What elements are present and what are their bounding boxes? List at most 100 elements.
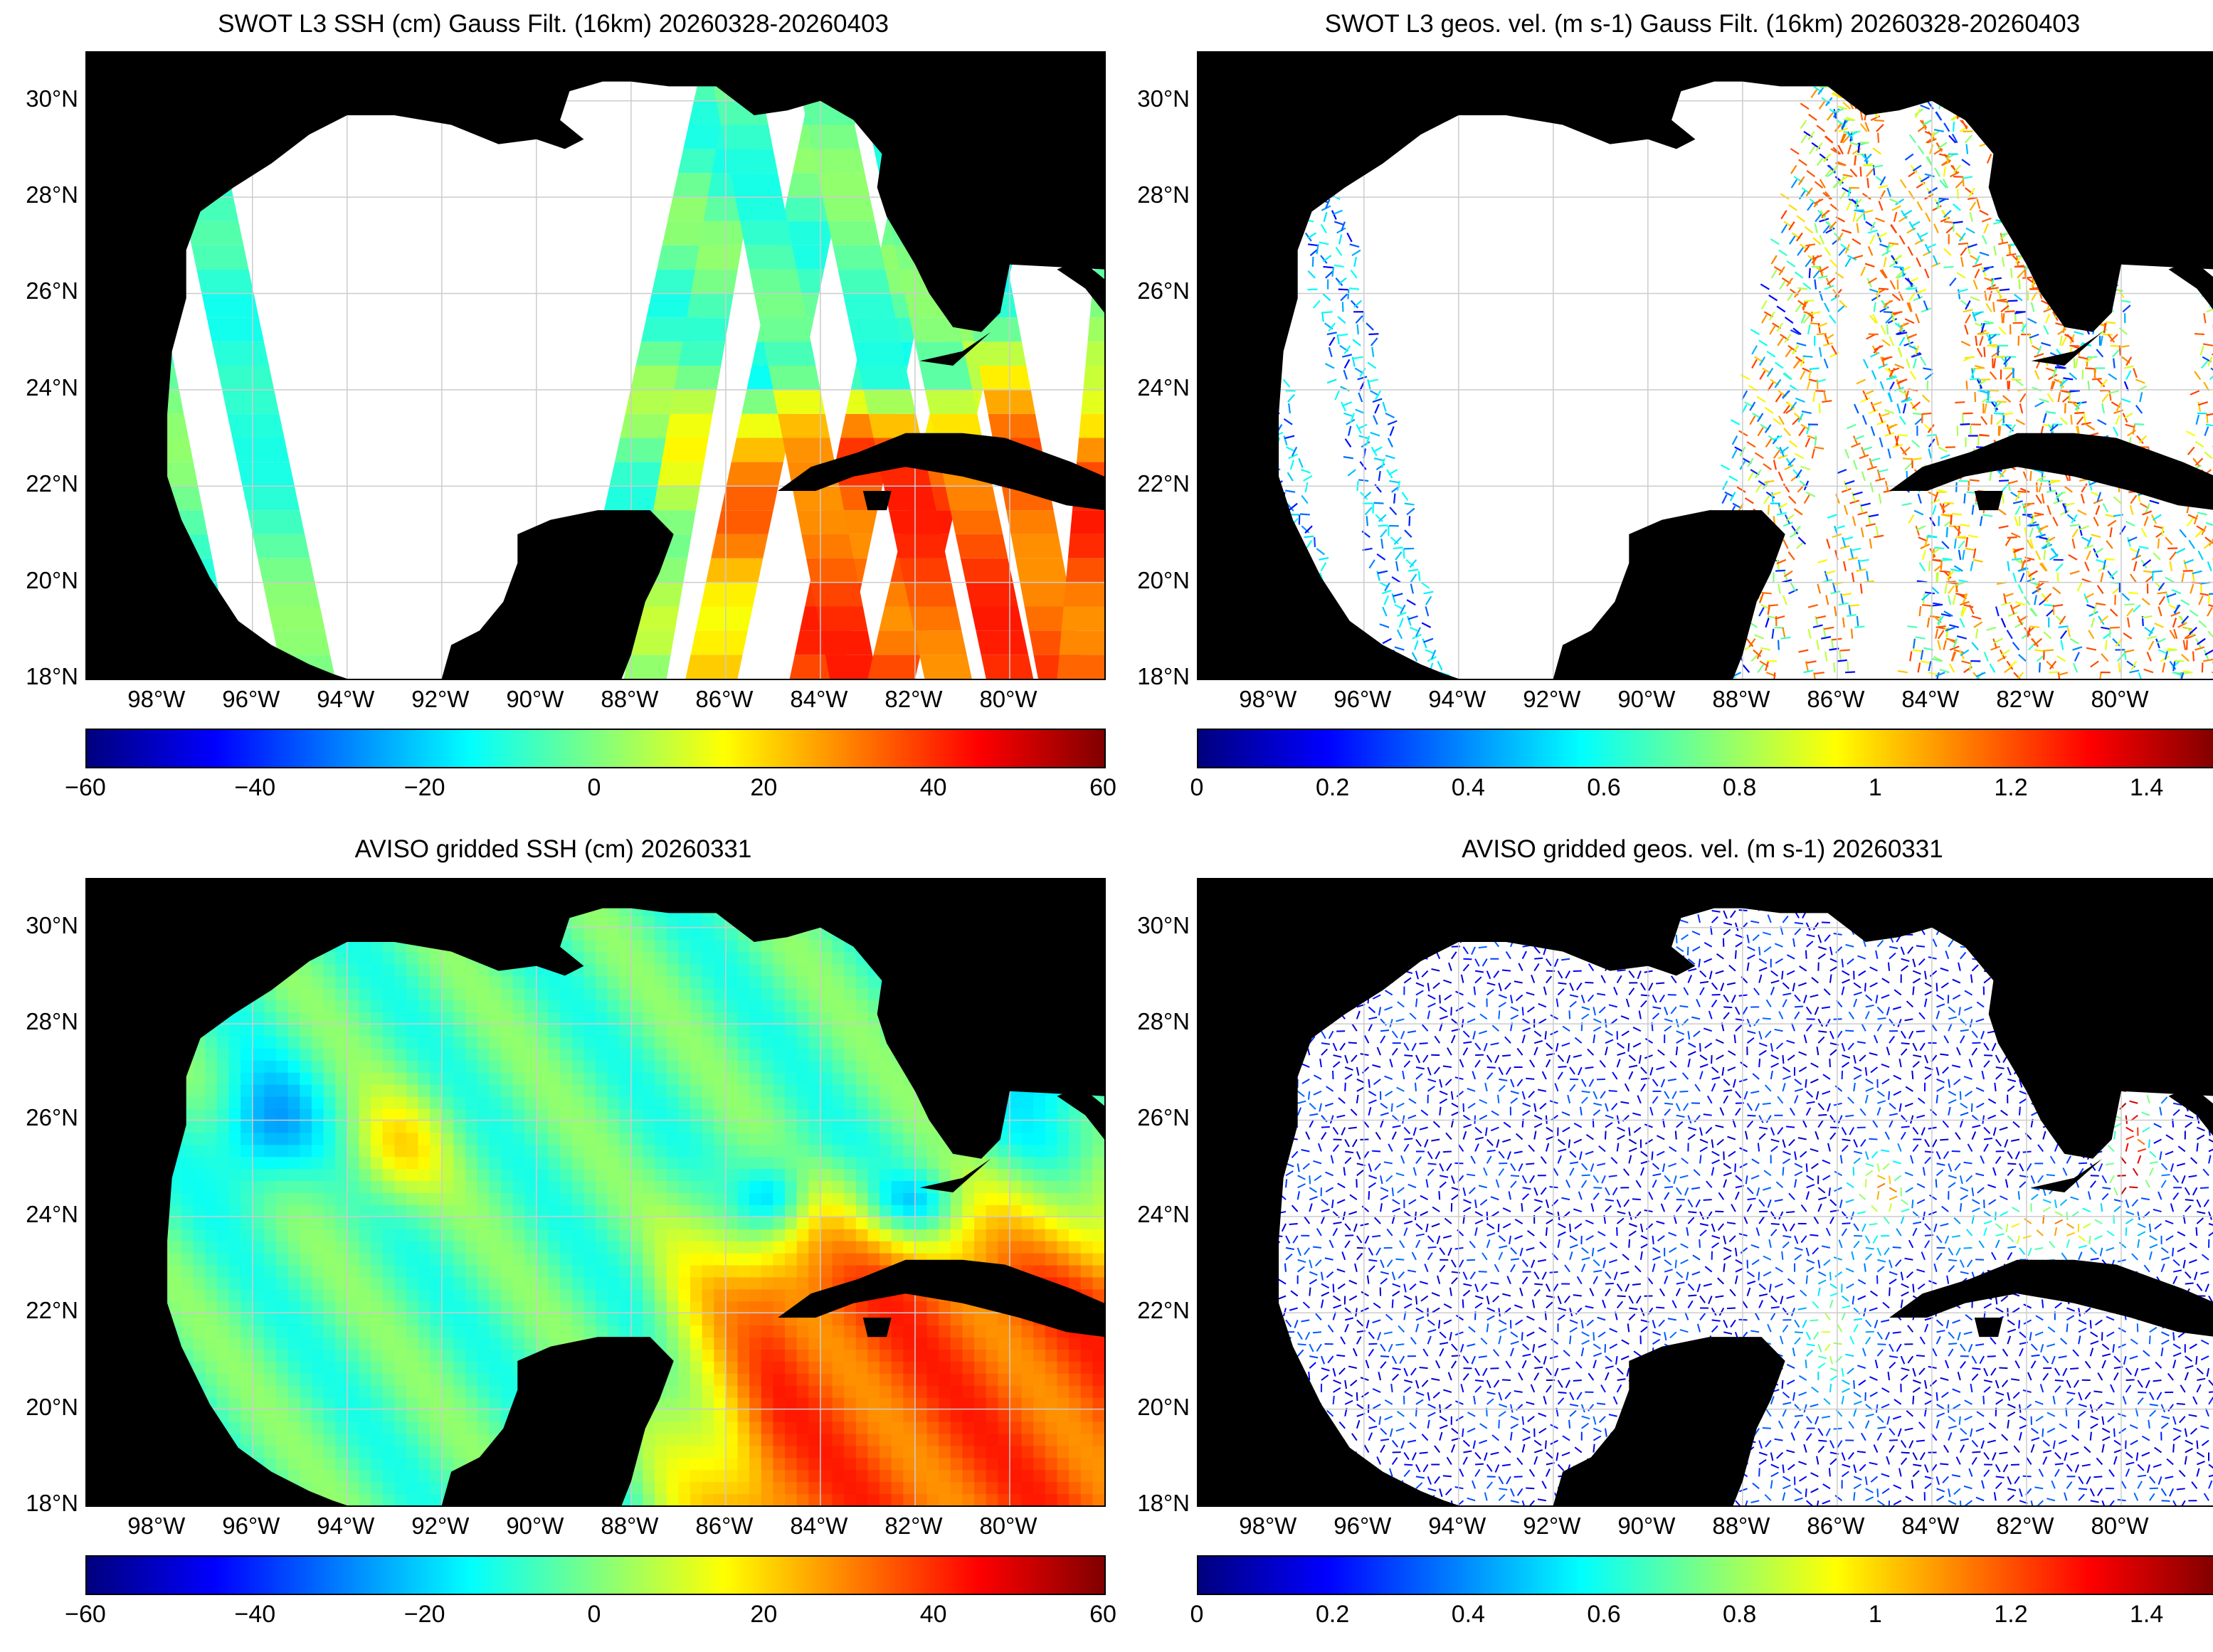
velocity-arrow bbox=[2162, 662, 2166, 673]
velocity-arrow bbox=[1876, 289, 1880, 300]
velocity-arrow bbox=[1929, 548, 1936, 558]
grid-ssh-cell bbox=[323, 1288, 337, 1302]
velocity-arrow bbox=[1877, 232, 1888, 238]
velocity-arrow bbox=[1982, 514, 1993, 517]
velocity-arrow bbox=[2134, 423, 2145, 425]
grid-ssh-cell bbox=[335, 1108, 348, 1121]
velocity-arrow bbox=[1993, 637, 2004, 644]
velocity-arrow bbox=[1284, 435, 1295, 440]
velocity-arrow bbox=[2019, 573, 2025, 583]
velocity-arrow bbox=[1993, 401, 2002, 410]
grid-ssh-cell bbox=[311, 1433, 324, 1446]
velocity-arrow bbox=[2183, 559, 2187, 570]
velocity-arrow bbox=[1852, 435, 1859, 445]
grid-ssh-cell bbox=[181, 1264, 194, 1278]
grid-ssh-cell bbox=[311, 1301, 324, 1314]
grid-ssh-cell bbox=[228, 1384, 242, 1398]
velocity-arrow bbox=[1814, 198, 1824, 205]
velocity-arrow bbox=[2007, 480, 2018, 485]
velocity-arrow bbox=[2017, 584, 2024, 594]
grid-ssh-cell bbox=[359, 1168, 372, 1182]
velocity-arrow bbox=[1995, 356, 2006, 358]
velocity-arrow bbox=[1391, 593, 1396, 604]
grid-ssh-cell bbox=[371, 1493, 384, 1505]
grid-ssh-cell bbox=[300, 1360, 312, 1374]
velocity-arrow bbox=[1788, 203, 1797, 211]
velocity-arrow bbox=[1285, 489, 1296, 493]
velocity-arrow bbox=[1798, 649, 1809, 653]
velocity-arrow bbox=[1870, 425, 1876, 436]
grid-ssh-cell bbox=[205, 1384, 218, 1398]
grid-ssh-cell bbox=[371, 1397, 384, 1410]
grid-ssh-cell bbox=[241, 1337, 253, 1350]
velocity-arrow bbox=[1972, 558, 1983, 563]
grid-ssh-cell bbox=[347, 1493, 360, 1505]
velocity-arrow bbox=[1847, 613, 1857, 618]
velocity-arrow bbox=[2139, 392, 2143, 403]
grid-ssh-cell bbox=[252, 1000, 265, 1013]
velocity-arrow bbox=[2100, 572, 2104, 583]
grid-ssh-cell bbox=[228, 1204, 242, 1217]
swath-ssh-cell bbox=[1057, 655, 1104, 679]
grid-ssh-cell bbox=[193, 1276, 206, 1290]
grid-ssh-cell bbox=[216, 1168, 230, 1182]
grid-ssh-cell bbox=[241, 1059, 253, 1073]
grid-ssh-cell bbox=[287, 1360, 301, 1374]
velocity-arrow bbox=[1770, 491, 1781, 497]
velocity-arrow bbox=[1782, 539, 1789, 549]
grid-ssh-cell bbox=[193, 1204, 206, 1217]
velocity-arrow bbox=[2201, 662, 2204, 673]
swath-ssh-cell bbox=[966, 582, 1018, 607]
velocity-arrow bbox=[2012, 500, 2023, 504]
velocity-arrow bbox=[1944, 583, 1948, 594]
velocity-arrow bbox=[2077, 509, 2087, 516]
grid-ssh-cell bbox=[359, 975, 372, 989]
velocity-arrow bbox=[1806, 381, 1811, 391]
velocity-arrow bbox=[2101, 393, 2109, 403]
velocity-arrow bbox=[2034, 512, 2044, 516]
velocity-arrow bbox=[2206, 413, 2213, 416]
grid-ssh-cell bbox=[205, 1264, 218, 1278]
velocity-arrow bbox=[2043, 649, 2054, 652]
grid-ssh-cell bbox=[300, 1325, 312, 1338]
velocity-arrow bbox=[1305, 539, 1313, 549]
grid-ssh-cell bbox=[347, 1240, 360, 1254]
velocity-arrow bbox=[1827, 277, 1836, 285]
longitude-label: 86°W bbox=[695, 686, 754, 712]
velocity-arrow bbox=[2015, 600, 2026, 606]
velocity-arrow bbox=[1776, 512, 1787, 516]
velocity-arrow bbox=[1842, 134, 1851, 144]
velocity-arrow bbox=[2116, 401, 2122, 412]
velocity-arrow bbox=[1982, 235, 1987, 245]
grid-ssh-cell bbox=[252, 1240, 265, 1254]
velocity-arrow bbox=[1931, 262, 1941, 268]
grid-ssh-cell bbox=[359, 1024, 372, 1037]
grid-ssh-cell bbox=[264, 1240, 278, 1254]
grid-ssh-cell bbox=[216, 1409, 230, 1422]
velocity-arrow bbox=[2053, 499, 2064, 504]
velocity-arrow bbox=[1765, 438, 1773, 448]
velocity-arrow bbox=[1926, 617, 1931, 628]
grid-ssh-cell bbox=[287, 1337, 301, 1350]
colorbar-tick-label: 0.6 bbox=[1587, 774, 1621, 801]
grid-ssh-cell bbox=[359, 1301, 372, 1314]
velocity-arrow bbox=[1361, 530, 1370, 538]
velocity-arrow bbox=[2207, 630, 2213, 638]
swath-ssh-cell bbox=[919, 366, 973, 390]
velocity-arrow bbox=[1322, 293, 1331, 302]
velocity-arrow bbox=[1775, 393, 1782, 403]
grid-ssh-cell bbox=[216, 1204, 230, 1217]
velocity-arrow bbox=[1802, 282, 1812, 290]
velocity-arrow bbox=[2152, 570, 2162, 573]
velocity-arrow bbox=[1860, 527, 1864, 538]
swath-ssh-cell bbox=[914, 630, 967, 655]
velocity-arrow bbox=[1749, 415, 1756, 425]
velocity-arrow bbox=[2193, 514, 2199, 525]
grid-ssh-cell bbox=[347, 988, 360, 1001]
velocity-arrow bbox=[2045, 313, 2051, 324]
velocity-arrow bbox=[2014, 505, 2022, 515]
velocity-arrow bbox=[1859, 454, 1869, 460]
velocity-arrow bbox=[1881, 269, 1888, 279]
velocity-arrow bbox=[2113, 358, 2116, 369]
velocity-arrow bbox=[1343, 412, 1354, 418]
